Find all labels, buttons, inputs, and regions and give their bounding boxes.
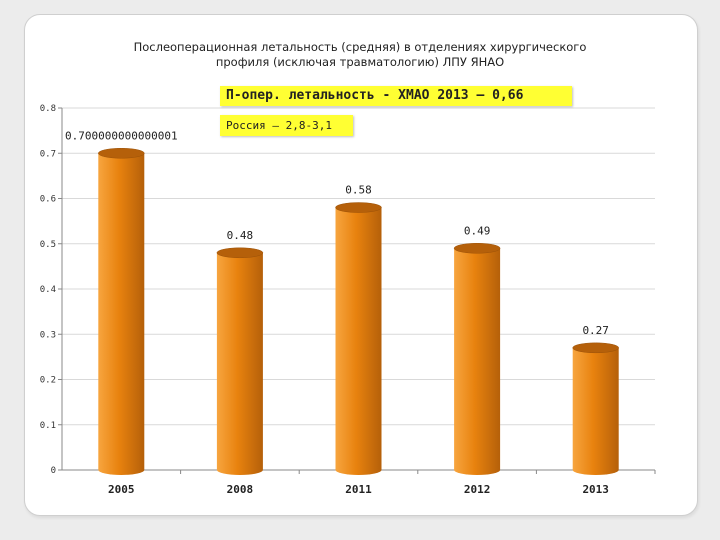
x-tick-label-2013: 2013 xyxy=(582,483,609,496)
bar-top-2005 xyxy=(98,148,145,159)
y-tick-label: 0.2 xyxy=(40,376,56,386)
data-label-2008: 0.48 xyxy=(227,229,254,242)
data-label-2012: 0.49 xyxy=(464,224,491,237)
y-tick-label: 0.1 xyxy=(40,421,56,431)
annotation-khmao: П-опер. летальность - ХМАО 2013 – 0,66 xyxy=(220,86,572,106)
bar-2011 xyxy=(335,207,382,475)
x-tick-label-2011: 2011 xyxy=(345,483,372,496)
x-tick-label-2008: 2008 xyxy=(227,483,254,496)
y-tick-label: 0.5 xyxy=(40,240,56,250)
bar-2013 xyxy=(572,347,619,475)
chart-title-line-2: профиля (исключая травматологию) ЛПУ ЯНА… xyxy=(215,55,505,69)
y-tick-label: 0 xyxy=(51,466,56,476)
annotation-russia: Россия – 2,8-3,1 xyxy=(220,115,353,136)
x-tick-label-2005: 2005 xyxy=(108,483,135,496)
bar-2012 xyxy=(454,248,501,475)
data-label-2011: 0.58 xyxy=(345,184,372,197)
y-tick-label: 0.7 xyxy=(40,149,56,159)
y-tick-label: 0.3 xyxy=(40,330,56,340)
bar-top-2013 xyxy=(572,342,619,354)
data-label-2013: 0.27 xyxy=(582,324,609,337)
y-tick-label: 0.4 xyxy=(40,285,56,295)
chart-title-line-1: Послеоперационная летальность (средняя) … xyxy=(133,40,587,54)
data-label-2005: 0.700000000000001 xyxy=(65,129,178,142)
chart-title: Послеоперационная летальность (средняя) … xyxy=(60,40,660,70)
bar-top-2012 xyxy=(453,243,501,254)
bar-2005 xyxy=(98,153,145,475)
bar-2008 xyxy=(216,252,263,475)
y-tick-label: 0.8 xyxy=(40,104,56,114)
bar-top-2011 xyxy=(335,202,382,213)
y-tick-label: 0.6 xyxy=(40,195,56,205)
x-tick-label-2012: 2012 xyxy=(464,483,491,496)
bar-top-2008 xyxy=(216,247,264,259)
